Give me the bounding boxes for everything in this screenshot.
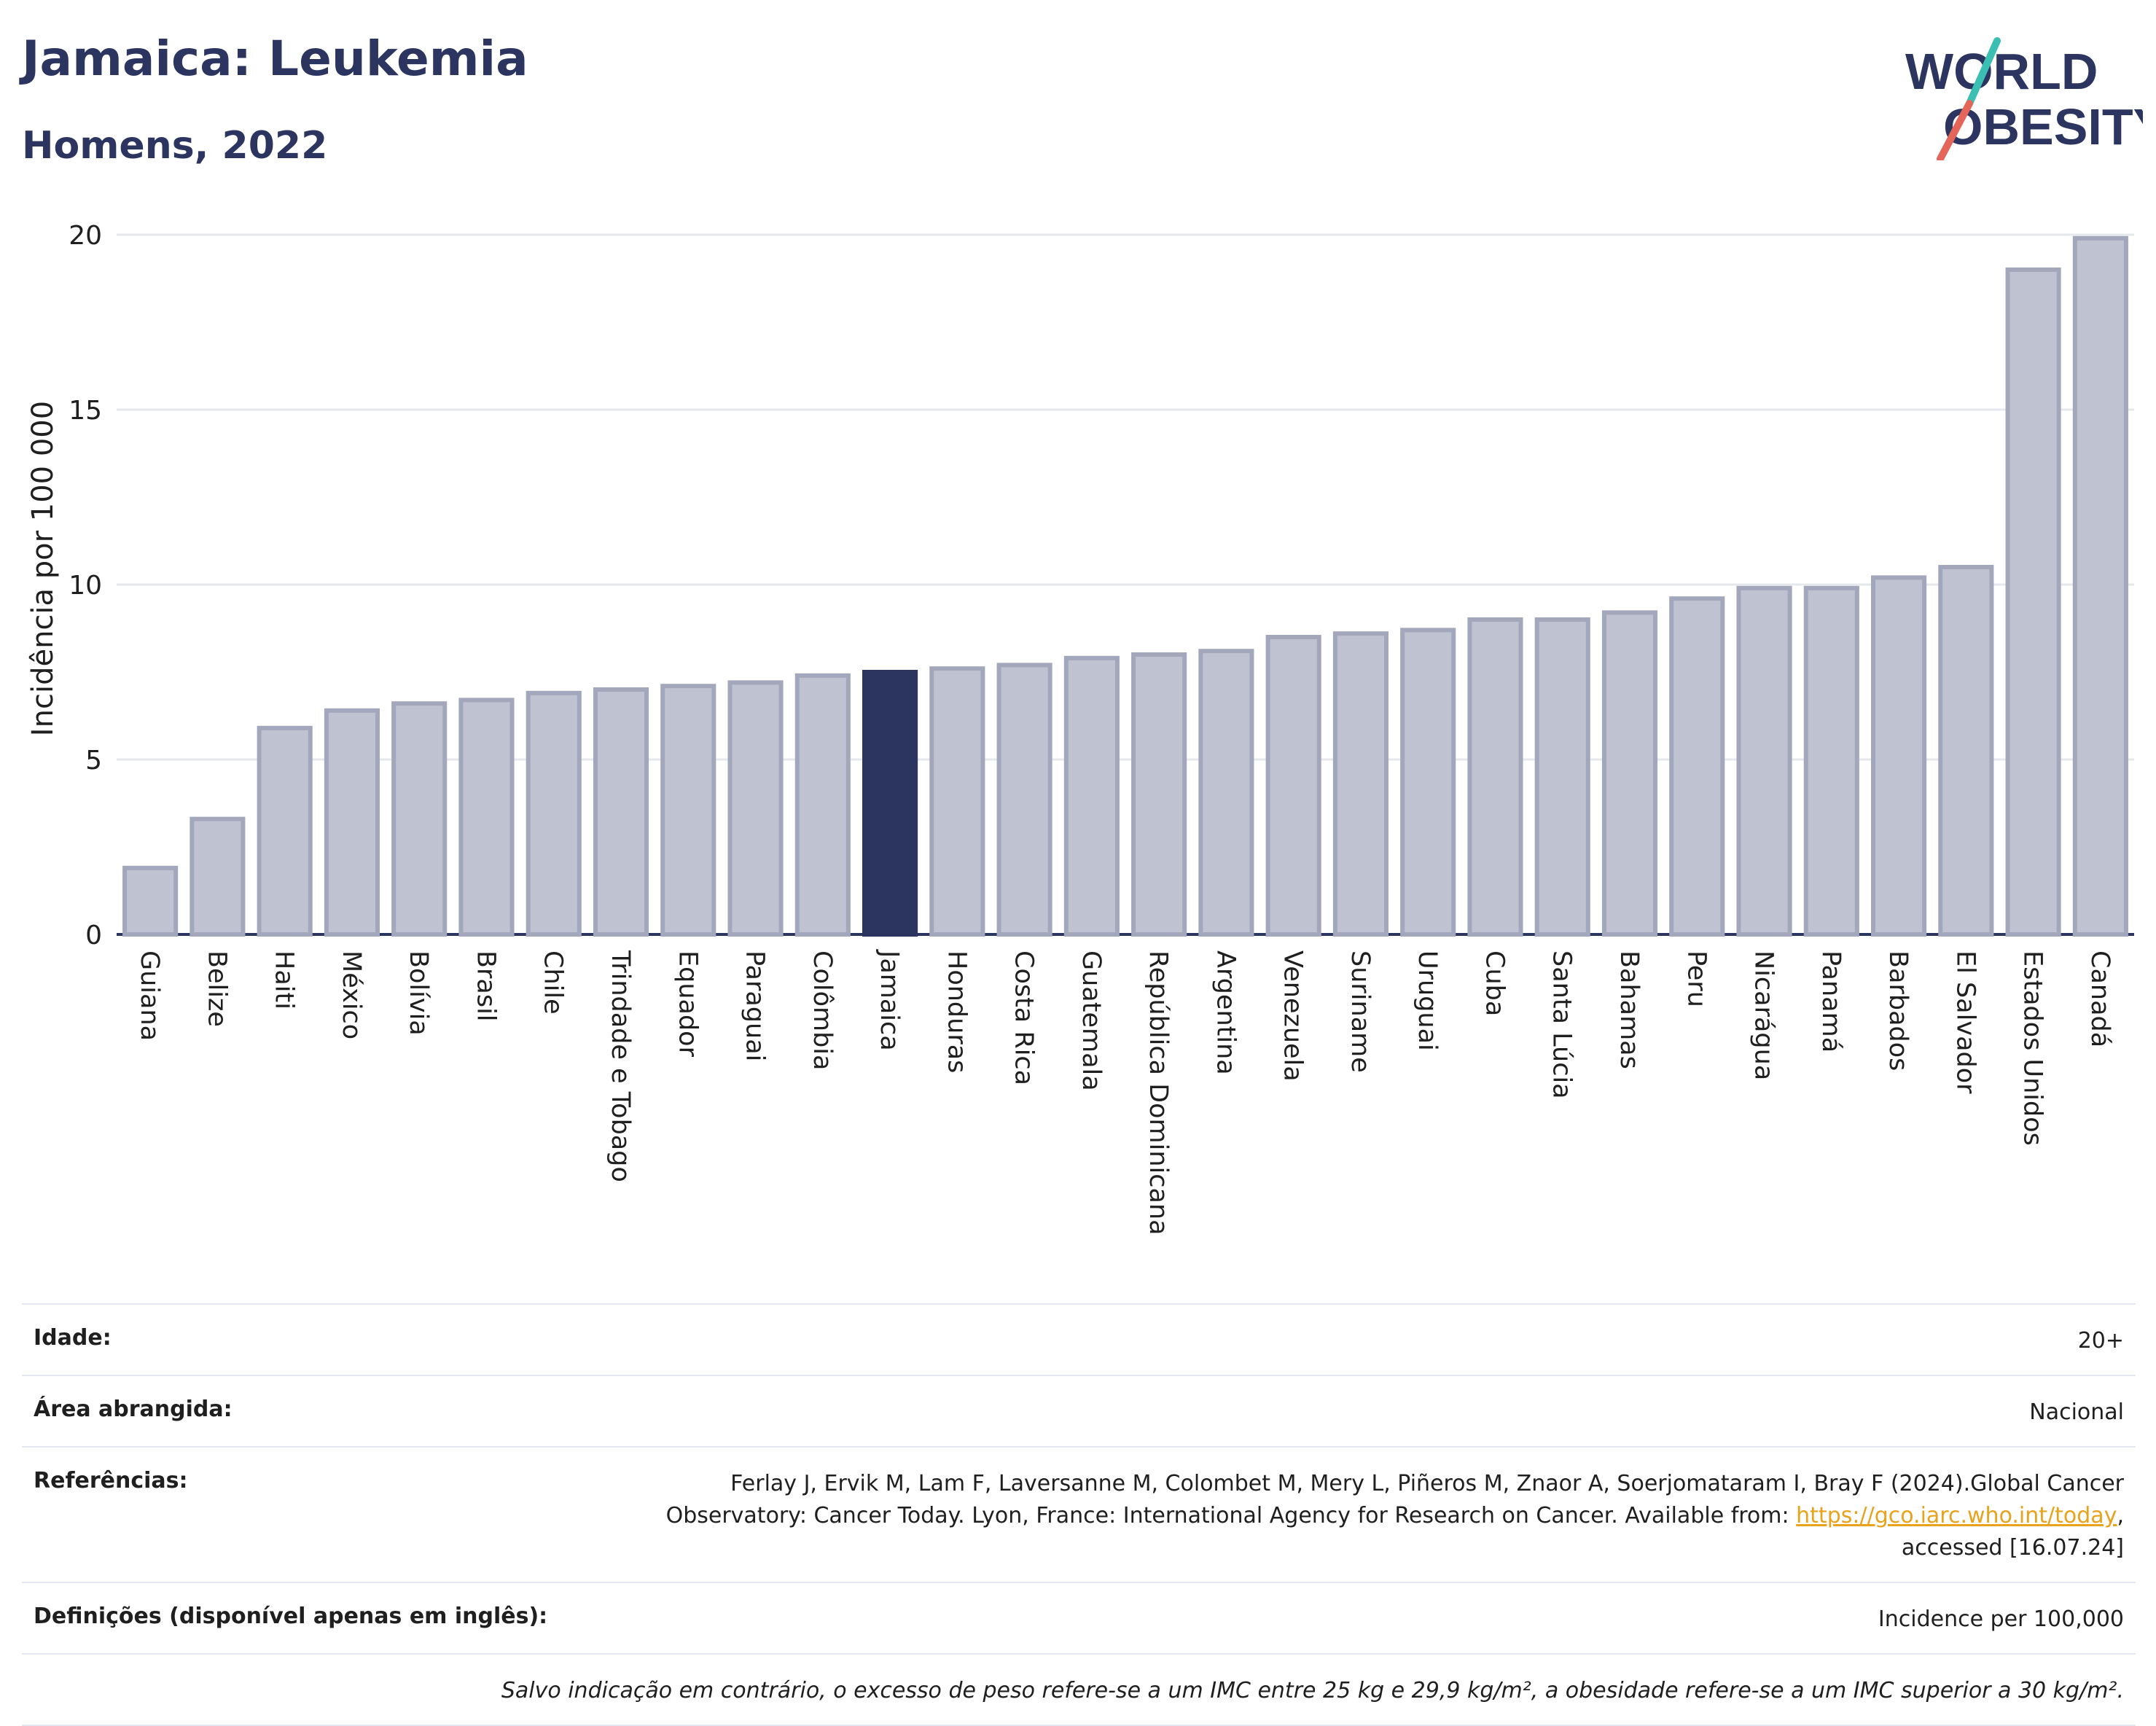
x-tick-label: Jamaica: [875, 949, 904, 1051]
bar-chart: 0 5 10 15 20 Guiana Belize Haiti México Bolívia B…: [26, 221, 2134, 1235]
bar: [1332, 631, 1388, 937]
x-tick-label: Barbados: [1883, 950, 1913, 1071]
info-row-age: Idade: 20+: [22, 1303, 2136, 1375]
footnote: Salvo indicação em contrário, o excesso …: [501, 1678, 2124, 1703]
logo-line1: WORLD: [1905, 43, 2098, 100]
bar: [1063, 655, 1120, 937]
x-tick-label: Belize: [202, 950, 231, 1027]
bar: [727, 680, 784, 937]
chart-subtitle: Homens, 2022: [22, 124, 328, 168]
chart-title: Jamaica: Leukemia: [22, 31, 528, 87]
x-tick-label: Panamá: [1816, 950, 1846, 1053]
x-tick-label: Cuba: [1480, 950, 1509, 1016]
info-table: Idade: 20+ Área abrangida: Nacional Refe…: [22, 1303, 2136, 1726]
bar: [257, 725, 313, 937]
bar: [593, 687, 649, 937]
y-axis-label: Incidência por 100 000: [26, 401, 60, 736]
age-label: Idade:: [34, 1325, 112, 1351]
x-tick-label: Colômbia: [808, 950, 837, 1070]
bar: [1265, 635, 1321, 937]
x-tick-label: Brasil: [471, 950, 500, 1022]
x-tick-label: Argentina: [1211, 950, 1240, 1075]
references-value: Ferlay J, Ervik M, Lam F, Laversanne M, …: [608, 1468, 2124, 1564]
bar: [526, 690, 582, 937]
bar: [1601, 610, 1658, 937]
gridlines: [117, 233, 2134, 936]
x-tick-label: Canadá: [2085, 950, 2114, 1047]
world-obesity-logo: WORLD OBESITY: [1905, 37, 2143, 160]
bar: [996, 663, 1052, 937]
bar: [122, 865, 179, 937]
x-tick-label: Santa Lúcia: [1547, 950, 1577, 1099]
x-tick-label: Guiana: [135, 950, 164, 1041]
bar: [2072, 235, 2128, 937]
x-tick-label: Trindade e Tobago: [606, 950, 635, 1182]
definitions-value: Incidence per 100,000: [1878, 1606, 2124, 1632]
bar: [1534, 617, 1590, 937]
bar: [1803, 585, 1859, 937]
x-tick-label: El Salvador: [1950, 950, 1980, 1094]
x-tick-label: Suriname: [1345, 950, 1375, 1073]
x-tick-label: Guatemala: [1077, 950, 1106, 1091]
area-value: Nacional: [2029, 1399, 2124, 1425]
x-tick-label: Bolívia: [404, 950, 433, 1036]
x-tick-label: Bahamas: [1614, 950, 1644, 1069]
bar: [2005, 268, 2061, 937]
y-tick-label: 0: [85, 921, 102, 950]
definitions-label: Definições (disponível apenas em inglês)…: [34, 1604, 548, 1629]
x-tick-label: Venezuela: [1278, 950, 1308, 1082]
info-row-area: Área abrangida: Nacional: [22, 1375, 2136, 1446]
x-tick-label: Costa Rica: [1009, 950, 1039, 1085]
x-tick-label: Haiti: [270, 950, 299, 1010]
x-tick-label: Chile: [539, 950, 568, 1015]
bar-highlight: [862, 670, 918, 937]
bar: [1467, 617, 1523, 937]
bar: [1131, 652, 1187, 937]
y-tick-label: 15: [69, 396, 102, 426]
bar: [660, 684, 716, 937]
y-tick-label: 5: [85, 746, 102, 776]
bar: [1669, 596, 1725, 937]
references-accessed: , accessed [16.07.24]: [1901, 1503, 2124, 1561]
x-tick-label: Paraguai: [741, 950, 770, 1061]
references-link[interactable]: https://gco.iarc.who.int/today: [1796, 1503, 2117, 1528]
bar: [1198, 649, 1254, 937]
bar: [1871, 575, 1927, 937]
info-row-definitions: Definições (disponível apenas em inglês)…: [22, 1582, 2136, 1653]
x-tick-label: Honduras: [942, 950, 971, 1073]
y-tick-label: 10: [69, 571, 102, 601]
x-tick-label: México: [337, 950, 366, 1039]
x-tick-label: Uruguai: [1413, 950, 1442, 1051]
x-tick-label: Equador: [673, 950, 702, 1058]
info-row-references: Referências: Ferlay J, Ervik M, Lam F, L…: [22, 1446, 2136, 1582]
bar: [1400, 628, 1456, 937]
bar: [458, 698, 515, 937]
area-label: Área abrangida:: [34, 1397, 233, 1422]
logo-line2: OBESITY: [1943, 98, 2143, 155]
bar: [324, 708, 380, 937]
references-label: Referências:: [34, 1468, 188, 1493]
bar: [794, 673, 851, 937]
y-tick-labels: 0 5 10 15 20: [69, 221, 102, 950]
bar: [391, 701, 448, 937]
x-tick-label: Peru: [1682, 950, 1711, 1007]
x-tick-label: República Dominicana: [1144, 950, 1173, 1235]
bar: [929, 666, 985, 937]
info-row-note: Salvo indicação em contrário, o excesso …: [22, 1653, 2136, 1726]
bar: [190, 816, 246, 937]
bars: [122, 235, 2128, 937]
references-text: Ferlay J, Ervik M, Lam F, Laversanne M, …: [665, 1471, 2124, 1528]
x-tick-label: Nicarágua: [1749, 950, 1778, 1080]
bar: [1736, 585, 1792, 937]
bar: [1938, 565, 1994, 937]
x-tick-label: Estados Unidos: [2018, 950, 2047, 1146]
x-tick-labels: Guiana Belize Haiti México Bolívia Brasil Chil…: [135, 949, 2114, 1235]
age-value: 20+: [2077, 1328, 2124, 1354]
y-tick-label: 20: [69, 221, 102, 251]
